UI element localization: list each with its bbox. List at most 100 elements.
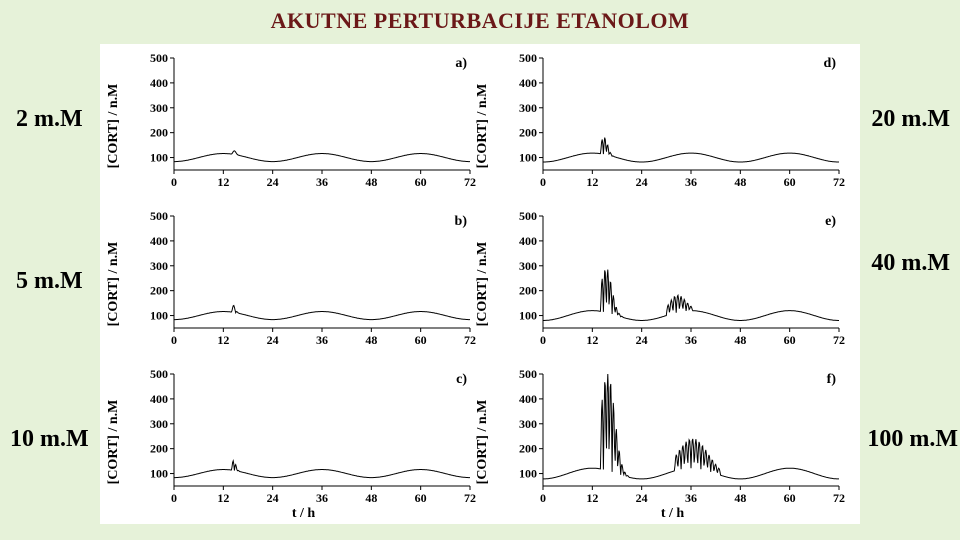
- svg-text:200: 200: [150, 126, 168, 140]
- svg-text:200: 200: [150, 442, 168, 456]
- svg-text:0: 0: [540, 175, 546, 189]
- ylabel: [CORT] / n.M: [475, 242, 491, 327]
- svg-text:24: 24: [636, 175, 648, 189]
- svg-text:100: 100: [519, 309, 537, 323]
- xlabel: t / h: [661, 506, 684, 522]
- svg-text:0: 0: [171, 175, 177, 189]
- svg-text:100: 100: [150, 467, 168, 481]
- svg-text:300: 300: [150, 259, 168, 273]
- page-title: AKUTNE PERTURBACIJE ETANOLOM: [0, 0, 960, 34]
- svg-text:24: 24: [267, 333, 279, 347]
- svg-text:72: 72: [464, 333, 476, 347]
- ylabel: [CORT] / n.M: [475, 84, 491, 169]
- svg-text:400: 400: [519, 234, 537, 248]
- svg-text:400: 400: [519, 392, 537, 406]
- panel-letter: c): [456, 372, 467, 388]
- svg-text:72: 72: [833, 175, 845, 189]
- svg-text:12: 12: [586, 491, 598, 505]
- svg-text:0: 0: [171, 491, 177, 505]
- svg-text:60: 60: [415, 491, 427, 505]
- chart-grid: 100 200 300 400 500 0 12 24 36 48 60 72 [CORT] / n.M…: [128, 50, 848, 518]
- label-left-1: 5 m.M: [16, 268, 83, 295]
- svg-text:100: 100: [150, 151, 168, 165]
- chart-panel-b: 1002003004005000122436486072[CORT] / n.M…: [128, 208, 479, 360]
- svg-text:36: 36: [685, 175, 697, 189]
- svg-text:100: 100: [519, 467, 537, 481]
- chart-panel-e: 1002003004005000122436486072[CORT] / n.M…: [497, 208, 848, 360]
- svg-text:500: 500: [519, 51, 537, 65]
- chart-panel-a: 1002003004005000122436486072[CORT] / n.M…: [128, 50, 479, 202]
- panel-letter: f): [827, 372, 836, 388]
- svg-text:48: 48: [734, 333, 746, 347]
- svg-text:72: 72: [833, 333, 845, 347]
- svg-text:500: 500: [150, 51, 168, 65]
- svg-text:60: 60: [784, 491, 796, 505]
- chart-panel-f: 1002003004005000122436486072[CORT] / n.M…: [497, 366, 848, 518]
- svg-text:12: 12: [217, 333, 229, 347]
- svg-text:12: 12: [586, 333, 598, 347]
- svg-text:60: 60: [784, 175, 796, 189]
- ylabel: [CORT] / n.M: [475, 400, 491, 485]
- svg-text:300: 300: [150, 417, 168, 431]
- svg-text:60: 60: [415, 333, 427, 347]
- svg-text:500: 500: [150, 209, 168, 223]
- svg-text:12: 12: [217, 175, 229, 189]
- svg-text:48: 48: [734, 175, 746, 189]
- svg-text:200: 200: [519, 442, 537, 456]
- svg-text:48: 48: [365, 491, 377, 505]
- svg-text:200: 200: [150, 284, 168, 298]
- svg-text:60: 60: [784, 333, 796, 347]
- svg-text:48: 48: [365, 175, 377, 189]
- panel-letter: a): [455, 56, 467, 72]
- svg-text:12: 12: [586, 175, 598, 189]
- svg-text:500: 500: [519, 367, 537, 381]
- svg-text:200: 200: [519, 126, 537, 140]
- label-right-1: 40 m.M: [871, 250, 950, 277]
- ylabel: [CORT] / n.M: [106, 242, 122, 327]
- label-left-0: 2 m.M: [16, 106, 83, 133]
- svg-text:24: 24: [267, 491, 279, 505]
- chart-panel-c: 1002003004005000122436486072[CORT] / n.M…: [128, 366, 479, 518]
- figure-area: 100 200 300 400 500 0 12 24 36 48 60 72 [CORT] / n.M…: [100, 44, 860, 524]
- label-left-2: 10 m.M: [10, 426, 89, 453]
- svg-text:48: 48: [365, 333, 377, 347]
- panel-letter: e): [825, 214, 836, 230]
- ylabel: [CORT] / n.M: [106, 400, 122, 485]
- svg-text:0: 0: [540, 491, 546, 505]
- svg-text:72: 72: [833, 491, 845, 505]
- svg-text:400: 400: [150, 76, 168, 90]
- svg-text:24: 24: [267, 175, 279, 189]
- svg-text:300: 300: [150, 101, 168, 115]
- panel-letter: b): [455, 214, 467, 230]
- chart-panel-d: 1002003004005000122436486072[CORT] / n.M…: [497, 50, 848, 202]
- svg-text:36: 36: [316, 491, 328, 505]
- svg-text:60: 60: [415, 175, 427, 189]
- svg-text:500: 500: [519, 209, 537, 223]
- svg-text:72: 72: [464, 175, 476, 189]
- svg-text:72: 72: [464, 491, 476, 505]
- svg-text:400: 400: [150, 234, 168, 248]
- svg-text:300: 300: [519, 101, 537, 115]
- svg-text:24: 24: [636, 491, 648, 505]
- svg-text:48: 48: [734, 491, 746, 505]
- svg-text:400: 400: [150, 392, 168, 406]
- svg-text:24: 24: [636, 333, 648, 347]
- svg-text:0: 0: [171, 333, 177, 347]
- svg-text:0: 0: [540, 333, 546, 347]
- label-right-0: 20 m.M: [871, 106, 950, 133]
- svg-text:300: 300: [519, 259, 537, 273]
- svg-text:400: 400: [519, 76, 537, 90]
- ylabel: [CORT] / n.M: [106, 84, 122, 169]
- svg-text:500: 500: [150, 367, 168, 381]
- xlabel: t / h: [292, 506, 315, 522]
- svg-text:36: 36: [685, 333, 697, 347]
- svg-text:200: 200: [519, 284, 537, 298]
- svg-text:100: 100: [519, 151, 537, 165]
- svg-text:100: 100: [150, 309, 168, 323]
- svg-text:36: 36: [316, 333, 328, 347]
- label-right-2: 100 m.M: [867, 426, 958, 453]
- svg-text:300: 300: [519, 417, 537, 431]
- panel-letter: d): [824, 56, 836, 72]
- svg-text:12: 12: [217, 491, 229, 505]
- svg-text:36: 36: [316, 175, 328, 189]
